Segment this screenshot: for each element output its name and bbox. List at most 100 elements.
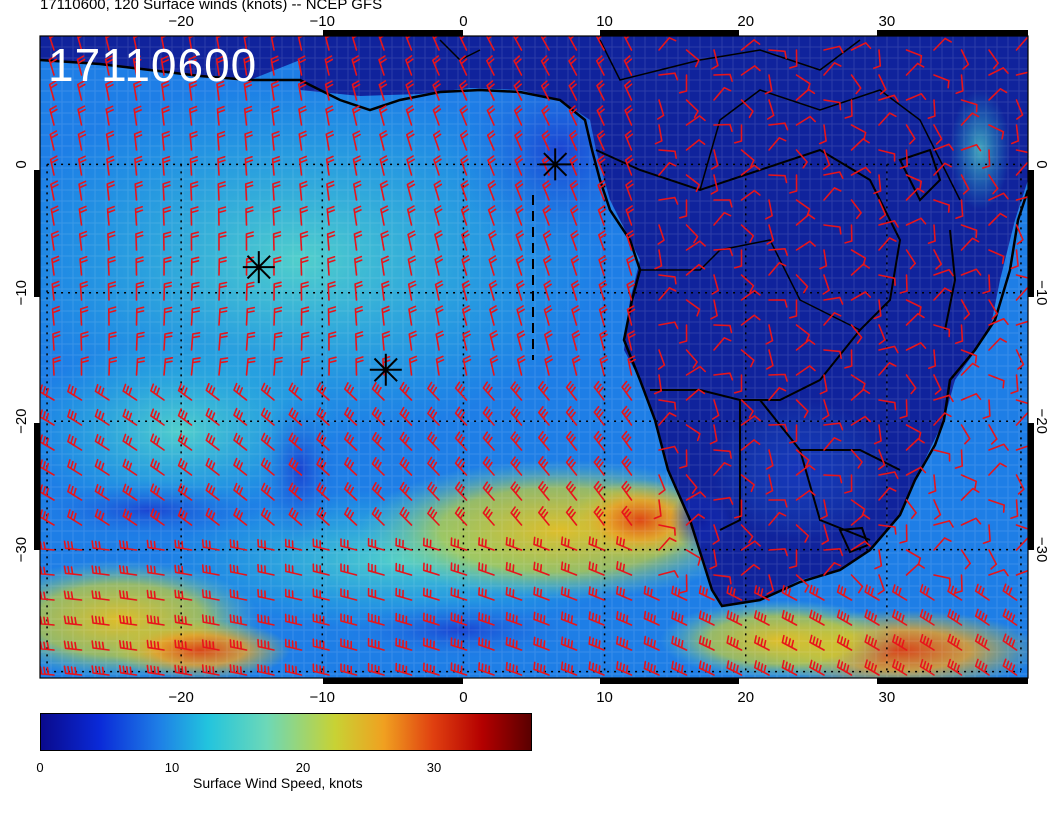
wind-barb	[593, 505, 605, 526]
wind-barb	[406, 205, 416, 226]
wind-barb	[1015, 349, 1025, 370]
wind-barb	[379, 130, 388, 151]
wind-barb	[40, 591, 55, 601]
wind-barb	[514, 180, 524, 201]
wind-barb	[107, 256, 116, 276]
wind-barb	[905, 93, 927, 101]
wind-barb	[514, 155, 523, 176]
page-title: 17110600, 120 Surface winds (knots) -- N…	[40, 0, 383, 13]
wind-barb	[593, 430, 605, 451]
wind-barb	[216, 105, 226, 126]
wind-barb	[352, 105, 361, 126]
wind-barb	[1010, 499, 1019, 519]
wind-barb	[734, 499, 743, 519]
wind-barb	[205, 458, 220, 476]
wind-barb	[565, 406, 578, 426]
wind-barb	[836, 609, 853, 626]
wind-barb	[538, 406, 550, 426]
wind-barb	[316, 507, 330, 526]
wind-barb	[91, 665, 110, 676]
wind-barb	[766, 574, 774, 595]
wind-barb	[135, 306, 145, 326]
wind-barb	[244, 130, 253, 151]
wind-barb	[150, 483, 165, 501]
wind-barb	[189, 105, 198, 126]
wind-barb	[927, 224, 936, 244]
wind-barb	[823, 171, 844, 180]
wind-barb	[217, 206, 227, 226]
wind-barbs	[40, 36, 1028, 676]
wind-barb	[933, 124, 943, 145]
wind-barb	[160, 55, 170, 76]
wind-barb	[48, 55, 58, 76]
wind-barb	[569, 130, 578, 151]
longitude-tick-label: 30	[879, 13, 896, 30]
wind-barb	[878, 237, 897, 251]
wind-barb	[795, 524, 810, 543]
wind-barb	[892, 634, 908, 651]
wind-barb	[63, 640, 83, 651]
wind-barb	[685, 349, 698, 369]
wind-barb	[78, 180, 87, 201]
wind-barb	[567, 36, 578, 51]
wind-barb	[478, 612, 495, 626]
wind-barb	[245, 206, 254, 226]
wind-barb	[190, 231, 199, 251]
wind-barb	[974, 583, 990, 601]
wind-barb	[878, 345, 899, 354]
wind-barb	[850, 74, 862, 95]
wind-barb	[685, 240, 706, 251]
wind-barb	[570, 230, 579, 251]
wind-barb	[768, 49, 787, 59]
wind-barb	[63, 665, 83, 676]
wind-barb	[698, 585, 715, 601]
wind-barb	[621, 405, 633, 426]
wind-barb	[461, 255, 470, 276]
wind-barb	[533, 661, 550, 676]
wind-barb	[679, 574, 688, 594]
wind-barb	[177, 508, 193, 526]
wind-barb	[933, 412, 952, 426]
wind-barb	[905, 438, 925, 451]
asterisk-marker	[539, 148, 572, 181]
wind-barb	[340, 588, 358, 601]
wind-barb	[284, 563, 303, 576]
wind-barb	[538, 456, 550, 476]
wind-barb	[740, 563, 761, 576]
wind-barb	[571, 305, 580, 326]
wind-barb	[201, 664, 220, 676]
wind-barb	[626, 280, 635, 301]
wind-barb	[933, 537, 952, 551]
wind-barb	[565, 456, 578, 476]
wind-barb	[809, 609, 825, 626]
wind-barb	[795, 240, 816, 251]
wind-barb	[795, 464, 816, 476]
wind-barb	[316, 432, 330, 451]
wind-barb	[588, 561, 605, 576]
wind-barb	[919, 584, 935, 601]
wind-barb	[328, 356, 337, 376]
wind-barb	[450, 587, 468, 601]
wind-barb	[177, 433, 193, 451]
wind-barb	[864, 634, 880, 651]
wind-barb	[1015, 196, 1028, 201]
wind-barb	[405, 55, 414, 76]
wind-barb	[205, 433, 220, 451]
wind-barb	[685, 224, 699, 244]
wind-barb	[685, 99, 699, 119]
wind-barb	[432, 80, 441, 101]
wind-barb	[454, 381, 468, 401]
wind-barb	[174, 539, 193, 551]
wind-barb	[162, 181, 171, 201]
wind-barb	[406, 155, 415, 176]
wind-barb	[713, 248, 734, 257]
wind-barb	[740, 149, 755, 168]
wind-barb	[408, 355, 418, 376]
wind-barb	[899, 524, 908, 544]
wind-barb	[623, 55, 633, 76]
wind-barb	[643, 660, 660, 676]
wind-barb	[40, 566, 55, 576]
wind-barb	[454, 506, 468, 526]
wind-barb	[850, 42, 872, 51]
wind-barb	[596, 130, 606, 151]
